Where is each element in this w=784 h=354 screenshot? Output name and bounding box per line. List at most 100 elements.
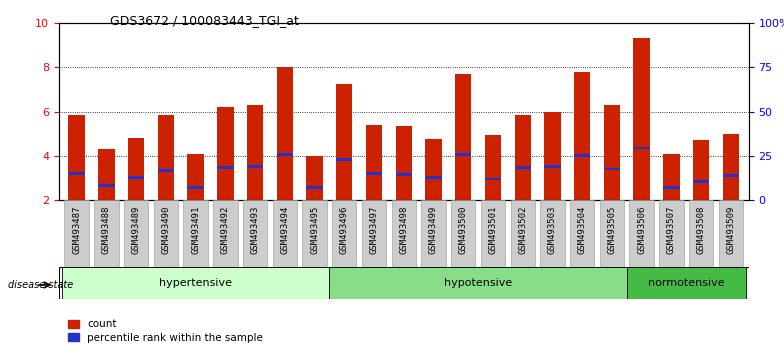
Bar — [307, 187, 323, 189]
Text: GSM493500: GSM493500 — [459, 205, 468, 254]
FancyBboxPatch shape — [689, 200, 713, 267]
Text: GSM493509: GSM493509 — [727, 205, 735, 254]
Bar — [633, 39, 650, 200]
Bar — [336, 84, 353, 200]
Text: GSM493495: GSM493495 — [310, 205, 319, 254]
Text: GSM493503: GSM493503 — [548, 205, 557, 254]
FancyBboxPatch shape — [659, 200, 684, 267]
FancyBboxPatch shape — [303, 200, 327, 267]
Text: GSM493502: GSM493502 — [518, 205, 527, 254]
Bar — [336, 158, 353, 160]
Bar — [366, 125, 382, 200]
Text: GSM493507: GSM493507 — [667, 205, 676, 254]
Bar — [68, 115, 85, 200]
Bar — [277, 67, 293, 200]
FancyBboxPatch shape — [62, 267, 329, 299]
Text: GSM493488: GSM493488 — [102, 205, 111, 254]
Bar — [574, 72, 590, 200]
FancyBboxPatch shape — [329, 267, 626, 299]
Bar — [158, 169, 174, 172]
Text: GDS3672 / 100083443_TGI_at: GDS3672 / 100083443_TGI_at — [110, 14, 299, 27]
Bar — [514, 166, 531, 169]
Text: GSM493506: GSM493506 — [637, 205, 646, 254]
Bar — [247, 105, 263, 200]
Bar — [247, 165, 263, 168]
Bar — [693, 140, 710, 200]
Bar — [68, 172, 85, 175]
FancyBboxPatch shape — [630, 200, 654, 267]
Bar — [574, 154, 590, 157]
FancyBboxPatch shape — [124, 200, 148, 267]
Bar — [514, 115, 531, 200]
Bar — [128, 138, 144, 200]
FancyBboxPatch shape — [154, 200, 178, 267]
Bar — [158, 115, 174, 200]
Text: hypertensive: hypertensive — [159, 278, 232, 288]
Bar — [98, 149, 114, 200]
FancyBboxPatch shape — [481, 200, 505, 267]
Bar — [544, 112, 561, 200]
Bar — [396, 126, 412, 200]
Bar — [366, 172, 382, 175]
Text: GSM493498: GSM493498 — [399, 205, 408, 254]
Text: GSM493494: GSM493494 — [281, 205, 289, 254]
FancyBboxPatch shape — [213, 200, 238, 267]
Bar — [723, 133, 739, 200]
FancyBboxPatch shape — [391, 200, 416, 267]
FancyBboxPatch shape — [600, 200, 624, 267]
Bar — [217, 107, 234, 200]
Bar — [98, 184, 114, 187]
FancyBboxPatch shape — [362, 200, 387, 267]
Bar — [723, 174, 739, 177]
Bar — [217, 166, 234, 169]
Bar — [277, 153, 293, 156]
FancyBboxPatch shape — [64, 200, 89, 267]
Bar — [425, 176, 441, 179]
Text: GSM493496: GSM493496 — [339, 205, 349, 254]
FancyBboxPatch shape — [94, 200, 118, 267]
FancyBboxPatch shape — [719, 200, 743, 267]
FancyBboxPatch shape — [570, 200, 594, 267]
Text: normotensive: normotensive — [648, 278, 724, 288]
Bar — [187, 154, 204, 200]
Bar — [604, 105, 620, 200]
Bar — [128, 176, 144, 179]
Bar — [455, 153, 471, 156]
Text: GSM493491: GSM493491 — [191, 205, 200, 254]
Text: GSM493499: GSM493499 — [429, 205, 438, 254]
Bar — [455, 74, 471, 200]
Text: GSM493505: GSM493505 — [608, 205, 616, 254]
FancyBboxPatch shape — [421, 200, 445, 267]
Text: GSM493504: GSM493504 — [578, 205, 586, 254]
Bar — [604, 167, 620, 171]
FancyBboxPatch shape — [540, 200, 564, 267]
Bar — [544, 165, 561, 168]
Bar — [307, 156, 323, 200]
FancyBboxPatch shape — [510, 200, 535, 267]
Text: GSM493497: GSM493497 — [369, 205, 379, 254]
Bar — [396, 173, 412, 176]
FancyBboxPatch shape — [183, 200, 208, 267]
Text: GSM493508: GSM493508 — [697, 205, 706, 254]
Text: hypotensive: hypotensive — [444, 278, 512, 288]
Text: GSM493487: GSM493487 — [72, 205, 81, 254]
Bar — [633, 147, 650, 149]
FancyBboxPatch shape — [626, 267, 746, 299]
Bar — [485, 135, 501, 200]
Legend: count, percentile rank within the sample: count, percentile rank within the sample — [64, 315, 267, 347]
Bar — [187, 187, 204, 189]
FancyBboxPatch shape — [451, 200, 475, 267]
Text: GSM493492: GSM493492 — [221, 205, 230, 254]
Text: GSM493493: GSM493493 — [251, 205, 260, 254]
Bar — [485, 178, 501, 181]
Bar — [663, 187, 680, 189]
FancyBboxPatch shape — [243, 200, 267, 267]
Text: GSM493501: GSM493501 — [488, 205, 498, 254]
Bar — [663, 154, 680, 200]
Bar — [425, 139, 441, 200]
FancyBboxPatch shape — [332, 200, 357, 267]
Text: GSM493489: GSM493489 — [132, 205, 140, 254]
Text: disease state: disease state — [8, 280, 73, 290]
FancyBboxPatch shape — [273, 200, 297, 267]
Bar — [693, 180, 710, 183]
